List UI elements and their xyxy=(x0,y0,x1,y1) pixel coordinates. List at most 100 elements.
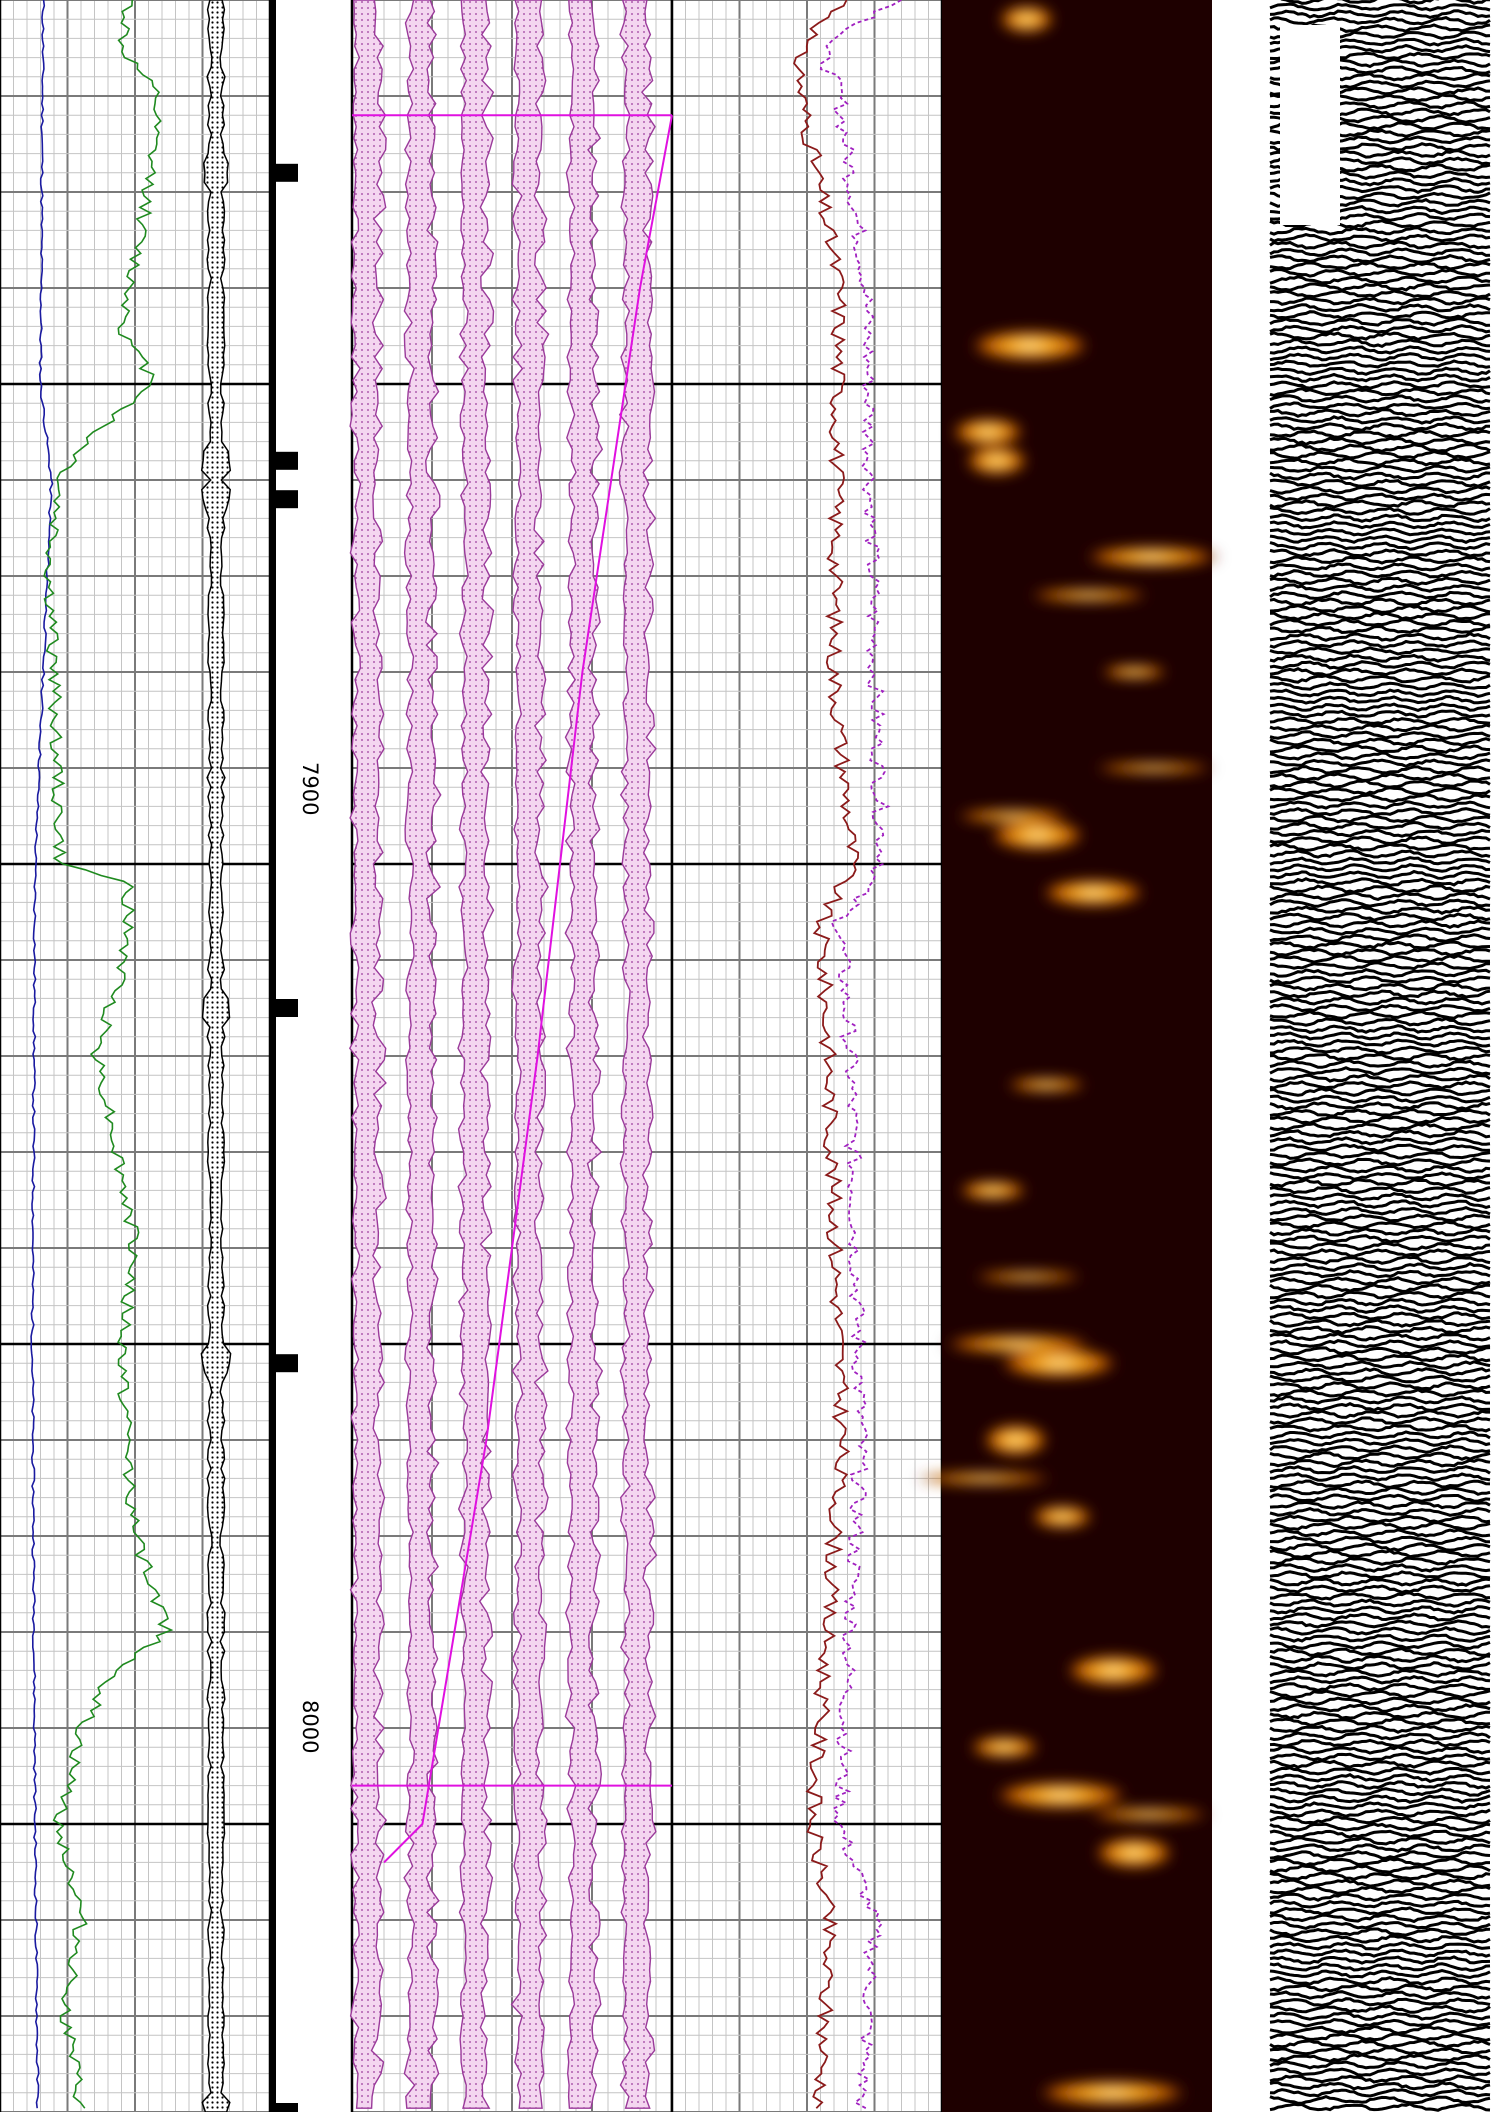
waveform-trace xyxy=(1269,1962,1491,1972)
waveform-trace xyxy=(1269,2017,1491,2028)
waveform-trace xyxy=(1269,1850,1491,1860)
waveform-trace xyxy=(1269,1143,1491,1153)
waveform-trace xyxy=(1269,492,1491,502)
waveform-trace xyxy=(1269,1205,1491,1216)
waveform-trace xyxy=(1269,1479,1491,1490)
waveform-trace xyxy=(1269,2081,1491,2091)
waveform-trace xyxy=(1270,296,1491,306)
waveform-trace xyxy=(1269,1402,1491,1412)
waveform-trace xyxy=(1269,1857,1490,1867)
waveform-trace xyxy=(1269,541,1491,551)
waveform-trace xyxy=(1270,1115,1491,1125)
waveform-trace xyxy=(1269,702,1491,712)
waveform-trace xyxy=(1269,856,1491,866)
waveform-trace xyxy=(1269,869,1491,880)
waveform-trace xyxy=(1270,1290,1491,1300)
waveform-trace xyxy=(1269,1325,1491,1336)
waveform-trace xyxy=(1269,1024,1490,1034)
track3-grid xyxy=(670,0,944,2112)
waveform-trace xyxy=(1269,569,1491,579)
waveform-trace xyxy=(1269,933,1491,943)
waveform-trace xyxy=(1269,1311,1491,1321)
waveform-trace xyxy=(1269,1591,1491,1601)
waveform-trace xyxy=(1269,324,1491,334)
waveform-trace xyxy=(1270,408,1491,418)
waveform-trace xyxy=(1269,639,1491,649)
waveform-trace xyxy=(1269,1318,1491,1328)
waveform-trace xyxy=(1269,1045,1491,1055)
array-curve-0 xyxy=(348,0,388,2109)
waveform-trace xyxy=(1269,1192,1491,1202)
waveform-trace xyxy=(1269,1101,1491,1111)
waveform-trace xyxy=(1269,800,1491,810)
waveform-trace xyxy=(1269,555,1491,565)
waveform-trace xyxy=(1269,562,1491,572)
waveform-trace xyxy=(1269,16,1491,26)
waveform-trace xyxy=(1269,1548,1491,1559)
waveform-gap xyxy=(1280,25,1340,225)
depth-label-7900: 7900 xyxy=(298,762,322,815)
depth-marker-4 xyxy=(270,1354,298,1373)
waveform-trace xyxy=(1269,1969,1491,1980)
waveform-trace xyxy=(1269,2102,1491,2112)
waveform-trace xyxy=(1269,723,1491,733)
waveform-trace xyxy=(1269,233,1491,243)
waveform-trace xyxy=(1269,422,1490,432)
waveform-trace xyxy=(1269,1465,1491,1475)
waveform-trace xyxy=(1269,583,1491,593)
waveform-trace xyxy=(1269,1906,1491,1916)
waveform-trace xyxy=(1269,513,1491,523)
waveform-trace xyxy=(1269,1822,1491,1832)
waveform-trace xyxy=(1269,1248,1491,1258)
waveform-trace xyxy=(1269,2,1491,12)
bright-spot-24 xyxy=(1033,2079,1192,2107)
waveform-trace xyxy=(1269,793,1491,803)
waveform-trace xyxy=(1269,891,1491,901)
waveform-trace xyxy=(1269,1066,1491,1076)
waveform-trace xyxy=(1269,1255,1491,1265)
waveform-track xyxy=(1269,0,1491,2112)
waveform-trace xyxy=(1269,1633,1491,1643)
waveform-trace xyxy=(1269,2011,1491,2021)
waveform-trace xyxy=(1269,1297,1491,1307)
waveform-trace xyxy=(1269,240,1491,250)
track3-series-0 xyxy=(793,0,860,2109)
waveform-trace xyxy=(1269,1199,1491,1209)
waveform-trace xyxy=(1269,1717,1491,1727)
waveform-trace xyxy=(1269,1374,1491,1384)
waveform-trace xyxy=(1269,2024,1491,2035)
waveform-trace xyxy=(1269,1353,1491,1363)
waveform-trace xyxy=(1269,1864,1491,1875)
waveform-trace xyxy=(1269,2038,1491,2049)
waveform-trace xyxy=(1269,1808,1491,1818)
waveform-trace xyxy=(1269,1948,1491,1958)
waveform-trace xyxy=(1269,1381,1491,1391)
waveform-trace xyxy=(1269,352,1490,362)
waveform-trace xyxy=(1269,1731,1491,1742)
depth-marker-2 xyxy=(270,490,298,509)
waveform-trace xyxy=(1269,576,1491,586)
waveform-trace xyxy=(1269,926,1491,936)
waveform-trace xyxy=(1269,1661,1491,1672)
waveform-trace xyxy=(1269,786,1491,796)
waveform-trace xyxy=(1269,624,1491,635)
waveform-trace xyxy=(1269,1990,1491,2000)
waveform-trace xyxy=(1269,1773,1491,1784)
bright-spot-17 xyxy=(913,1472,1057,1485)
waveform-trace xyxy=(1269,940,1491,950)
waveform-trace xyxy=(1269,2004,1491,2014)
bright-spot-23 xyxy=(1093,1836,1176,1870)
waveform-trace xyxy=(1269,1150,1491,1160)
waveform-trace xyxy=(1269,1542,1491,1552)
waveform-trace xyxy=(1269,1016,1491,1027)
waveform-trace xyxy=(1269,1871,1491,1881)
track3-series-1 xyxy=(819,0,902,2109)
waveform-trace xyxy=(1270,1556,1491,1566)
waveform-trace xyxy=(1269,1612,1491,1622)
waveform-trace xyxy=(1269,631,1491,642)
bright-spot-15 xyxy=(996,1347,1121,1379)
waveform-trace xyxy=(1269,548,1491,558)
depth-marker-0 xyxy=(270,163,298,182)
waveform-trace xyxy=(1269,534,1491,545)
waveform-trace xyxy=(1269,884,1491,894)
